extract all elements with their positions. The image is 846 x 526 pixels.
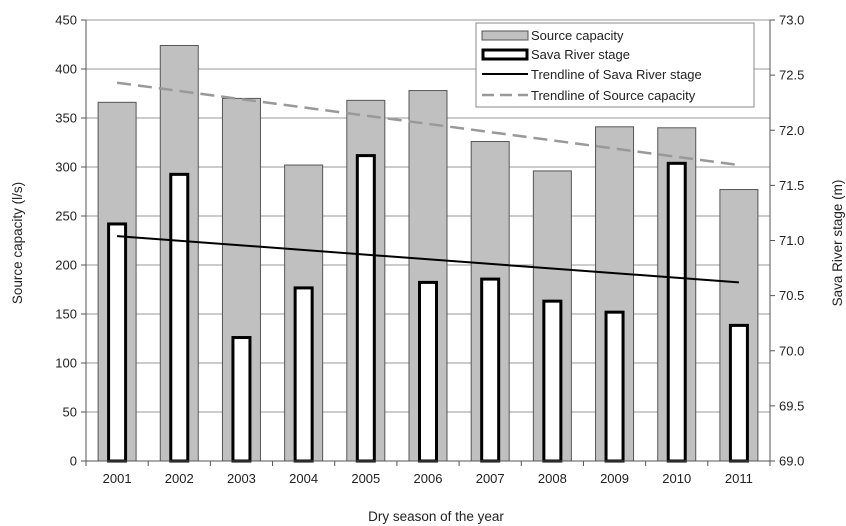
bars [97, 44, 759, 463]
y2-tick-label: 71.5 [779, 178, 804, 193]
y2-tick-label: 69.0 [779, 454, 804, 469]
legend-label-sava-river-stage: Sava River stage [531, 47, 630, 62]
x-tick-label: 2007 [476, 471, 505, 486]
tick-labels: 0 50 100 150 200 250 300 350 400 450 69.0 69.5 70.0 7… [55, 13, 804, 487]
x-tick-label: 2008 [538, 471, 567, 486]
bar-sava-river-stage [728, 323, 749, 463]
x-tick-label: 2009 [600, 471, 629, 486]
x-axis-title: Dry season of the year [368, 509, 504, 524]
trendline-sava-river-stage [117, 235, 739, 284]
y2-tick-label: 73.0 [779, 13, 804, 28]
y-tick-label: 100 [55, 356, 77, 371]
legend-label-capacity-trendline: Trendline of Source capacity [531, 88, 696, 103]
legend-swatch-source-capacity [481, 30, 529, 41]
legend-label-source-capacity: Source capacity [531, 28, 624, 43]
y-tick-label: 350 [55, 111, 77, 126]
bar-sava-river-stage [107, 222, 128, 463]
bar-sava-river-stage [169, 172, 190, 463]
y2-tick-label: 70.0 [779, 343, 804, 358]
y-tick-label: 250 [55, 209, 77, 224]
y-tick-label: 400 [55, 62, 77, 77]
x-tick-label: 2003 [227, 471, 256, 486]
bar-sava-river-stage [231, 336, 252, 463]
y-tick-label: 50 [63, 405, 77, 420]
y-tick-label: 200 [55, 258, 77, 273]
bar-sava-river-stage [542, 299, 563, 463]
y2-tick-label: 71.0 [779, 233, 804, 248]
x-tick-label: 2006 [414, 471, 443, 486]
trendlines [116, 81, 740, 284]
x-tick-label: 2010 [662, 471, 691, 486]
legend: Source capacity Sava River stage Trendli… [475, 22, 755, 108]
y-tick-label: 450 [55, 13, 77, 28]
x-tick-label: 2005 [351, 471, 380, 486]
y-axis-title: Source capacity (l/s) [10, 182, 25, 304]
y2-axis-title: Sava River stage (m) [830, 180, 845, 307]
y2-tick-label: 72.5 [779, 68, 804, 83]
x-tick-label: 2002 [165, 471, 194, 486]
x-tick-label: 2011 [725, 471, 753, 486]
bar-sava-river-stage [604, 310, 625, 463]
y-tick-label: 0 [70, 454, 77, 469]
bar-sava-river-stage [293, 286, 314, 463]
y2-tick-label: 70.5 [779, 288, 804, 303]
y-tick-label: 150 [55, 307, 77, 322]
legend-label-sava-trendline: Trendline of Sava River stage [531, 67, 702, 82]
legend-swatch-sava-river-stage [481, 48, 529, 61]
bar-sava-river-stage [666, 161, 687, 463]
bar-sava-river-stage [480, 277, 501, 463]
x-tick-label: 2001 [103, 471, 132, 486]
y2-tick-label: 72.0 [779, 123, 804, 138]
y2-tick-label: 69.5 [779, 398, 804, 413]
bar-sava-river-stage [418, 280, 438, 463]
axes [81, 19, 775, 466]
x-tick-label: 2004 [289, 471, 318, 486]
y-tick-label: 300 [55, 160, 77, 175]
bar-sava-river-stage [355, 154, 376, 463]
